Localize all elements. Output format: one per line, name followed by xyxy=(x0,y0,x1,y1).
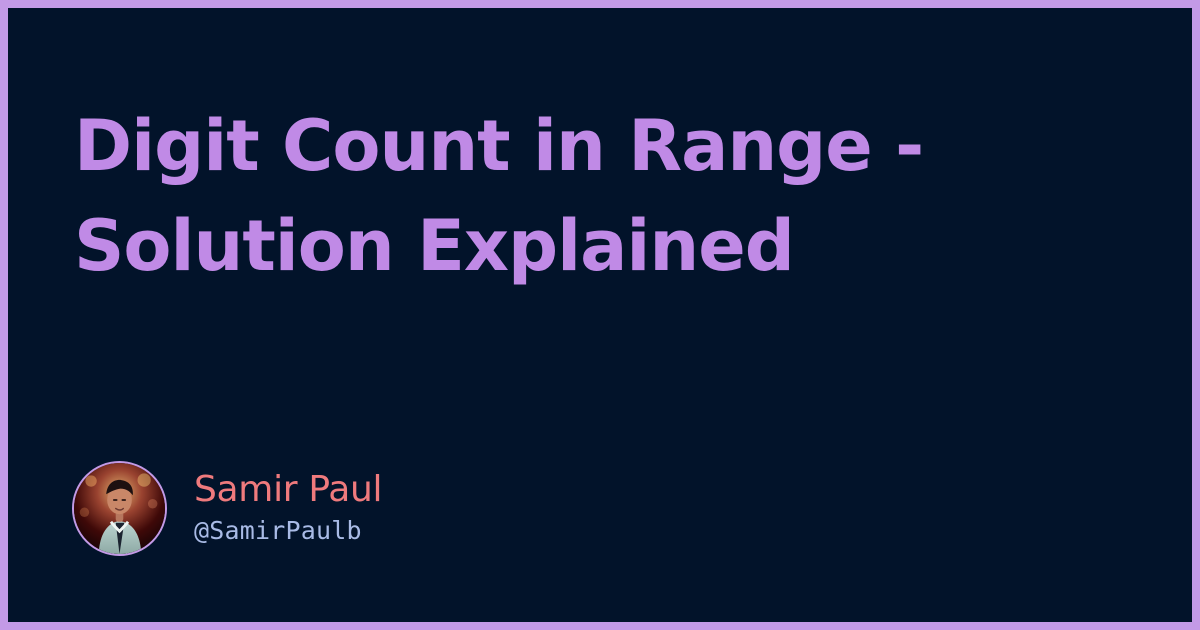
author-name: Samir Paul xyxy=(194,469,383,510)
social-card: Digit Count in Range - Solution Explaine… xyxy=(8,8,1192,622)
article-title: Digit Count in Range - Solution Explaine… xyxy=(74,105,924,287)
profile-photo-avatar-icon xyxy=(74,462,165,554)
author-handle: @SamirPaulb xyxy=(194,516,362,545)
author-avatar xyxy=(72,460,167,556)
author-block: Samir Paul @SamirPaulb xyxy=(72,459,383,557)
author-text: Samir Paul @SamirPaulb xyxy=(194,469,383,547)
